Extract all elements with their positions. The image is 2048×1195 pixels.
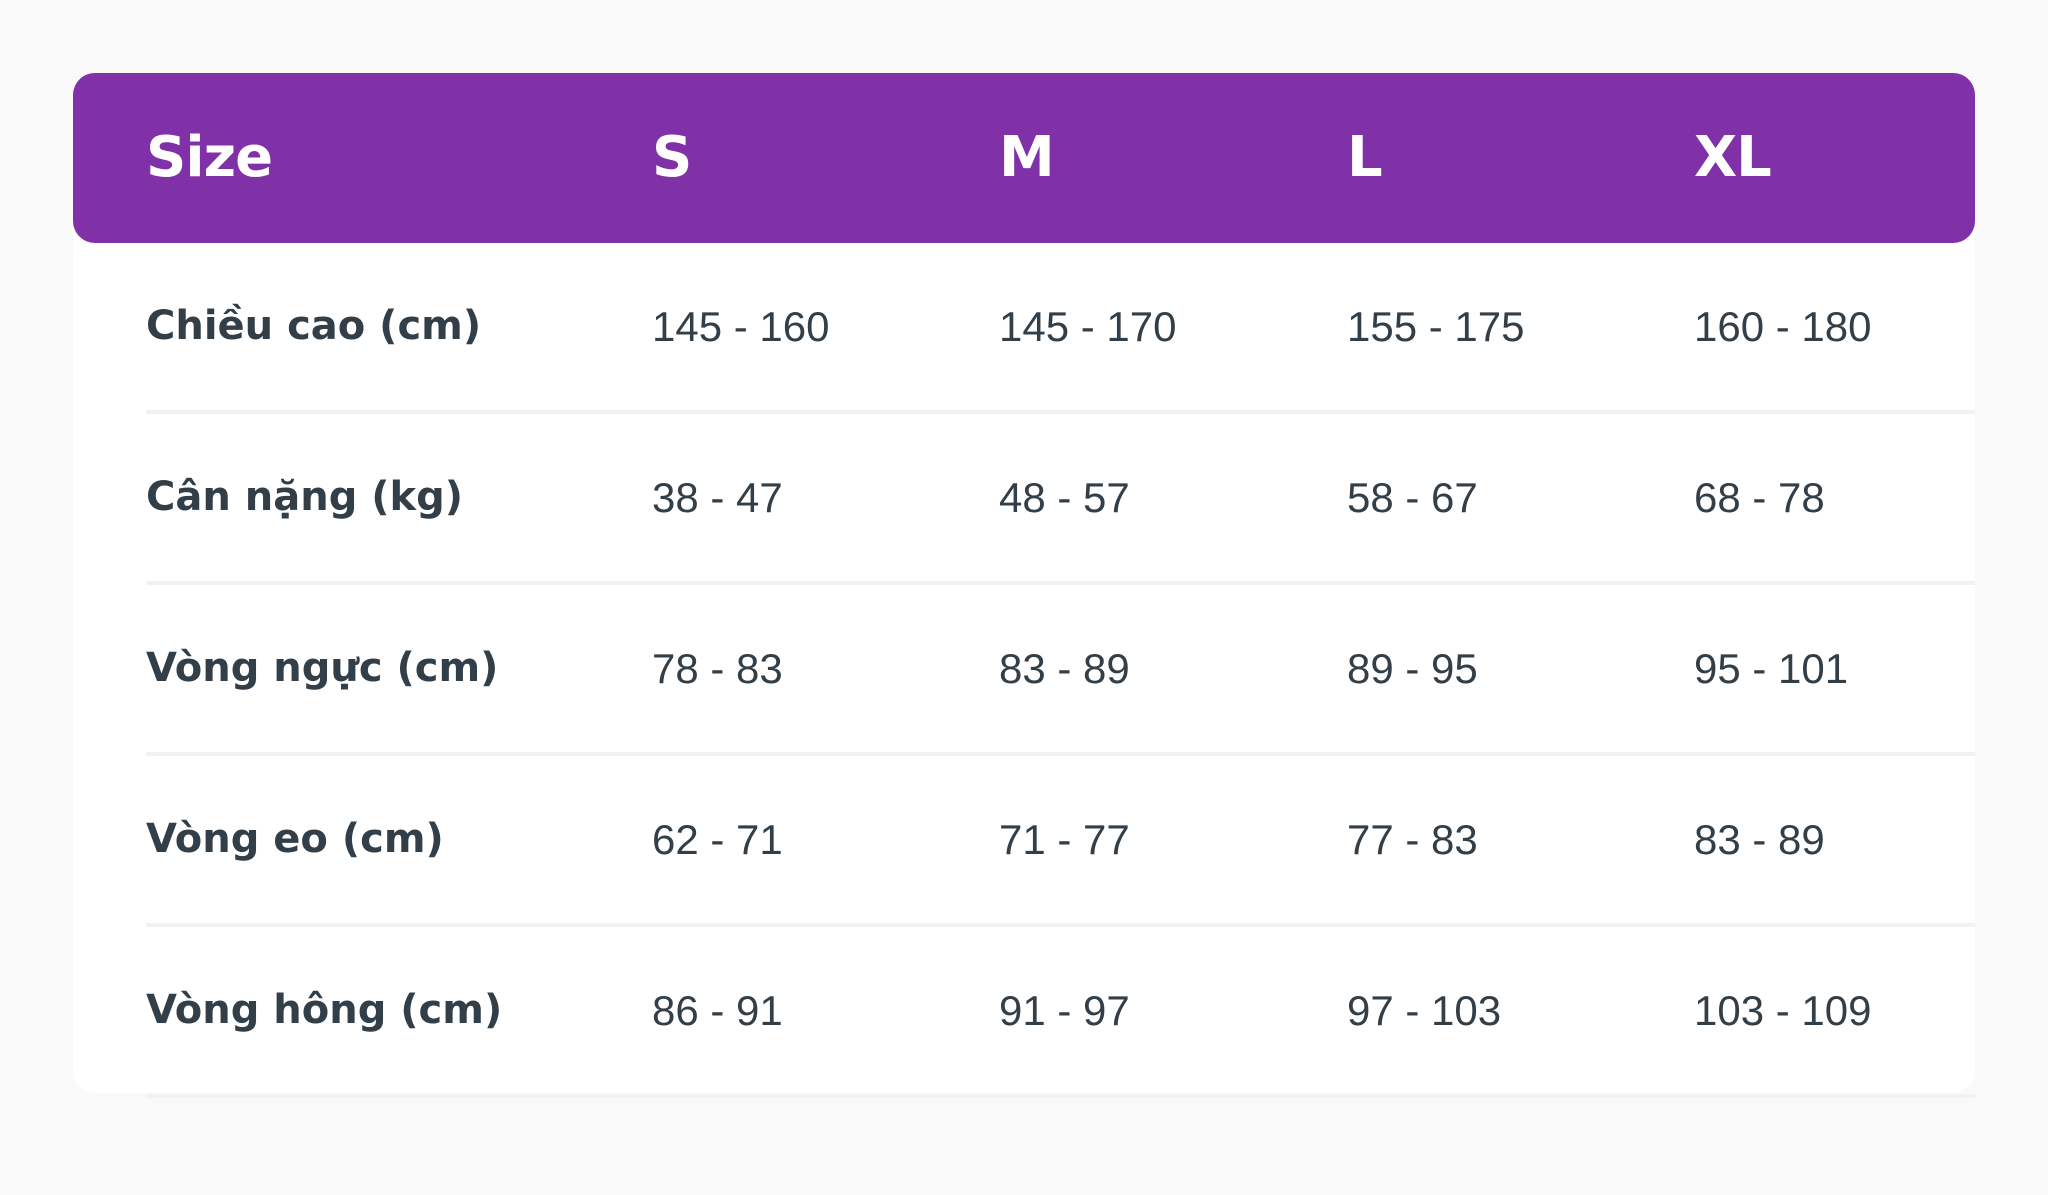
row-value: 62 - 71 xyxy=(652,816,783,863)
row-value: 38 - 47 xyxy=(652,474,783,521)
row-label: Cân nặng (kg) xyxy=(146,474,464,520)
header-s: S xyxy=(652,125,692,190)
table-row: Chiều cao (cm) 145 - 160 145 - 170 155 - 17… xyxy=(146,243,1975,414)
row-value: 83 - 89 xyxy=(1694,816,1825,863)
header-m: M xyxy=(999,125,1055,190)
row-label: Vòng hông (cm) xyxy=(146,987,503,1033)
row-divider xyxy=(146,1094,1975,1098)
row-value: 86 - 91 xyxy=(652,987,783,1034)
table-row: Vòng eo (cm) 62 - 71 71 - 77 77 - 83 83 - 89 xyxy=(146,756,1975,927)
row-value: 83 - 89 xyxy=(999,645,1130,692)
table-row: Cân nặng (kg) 38 - 47 48 - 57 58 - 67 68 - 7… xyxy=(146,414,1975,585)
row-value: 155 - 175 xyxy=(1347,303,1525,350)
row-value: 71 - 77 xyxy=(999,816,1130,863)
row-value: 145 - 170 xyxy=(999,303,1177,350)
row-value: 91 - 97 xyxy=(999,987,1130,1034)
row-value: 97 - 103 xyxy=(1347,987,1502,1034)
row-value: 58 - 67 xyxy=(1347,474,1478,521)
row-value: 77 - 83 xyxy=(1347,816,1478,863)
row-value: 95 - 101 xyxy=(1694,645,1849,692)
row-label: Vòng eo (cm) xyxy=(146,816,444,862)
row-value: 160 - 180 xyxy=(1694,303,1872,350)
row-divider xyxy=(146,923,1975,927)
table-row: Vòng ngực (cm) 78 - 83 83 - 89 89 - 95 95 - … xyxy=(146,585,1975,756)
row-label: Vòng ngực (cm) xyxy=(146,645,499,691)
row-label: Chiều cao (cm) xyxy=(146,303,482,349)
row-value: 103 - 109 xyxy=(1694,987,1872,1034)
row-value: 145 - 160 xyxy=(652,303,830,350)
row-value: 89 - 95 xyxy=(1347,645,1478,692)
table-row: Vòng hông (cm) 86 - 91 91 - 97 97 - 103 103 … xyxy=(146,927,1975,1098)
header-size: Size xyxy=(146,125,273,190)
header-xl: XL xyxy=(1694,125,1772,190)
row-value: 78 - 83 xyxy=(652,645,783,692)
row-divider xyxy=(146,752,1975,756)
row-divider xyxy=(146,581,1975,585)
table-header: Size S M L XL xyxy=(73,73,1975,243)
header-l: L xyxy=(1347,125,1383,190)
row-value: 68 - 78 xyxy=(1694,474,1825,521)
row-divider xyxy=(146,410,1975,414)
row-value: 48 - 57 xyxy=(999,474,1130,521)
